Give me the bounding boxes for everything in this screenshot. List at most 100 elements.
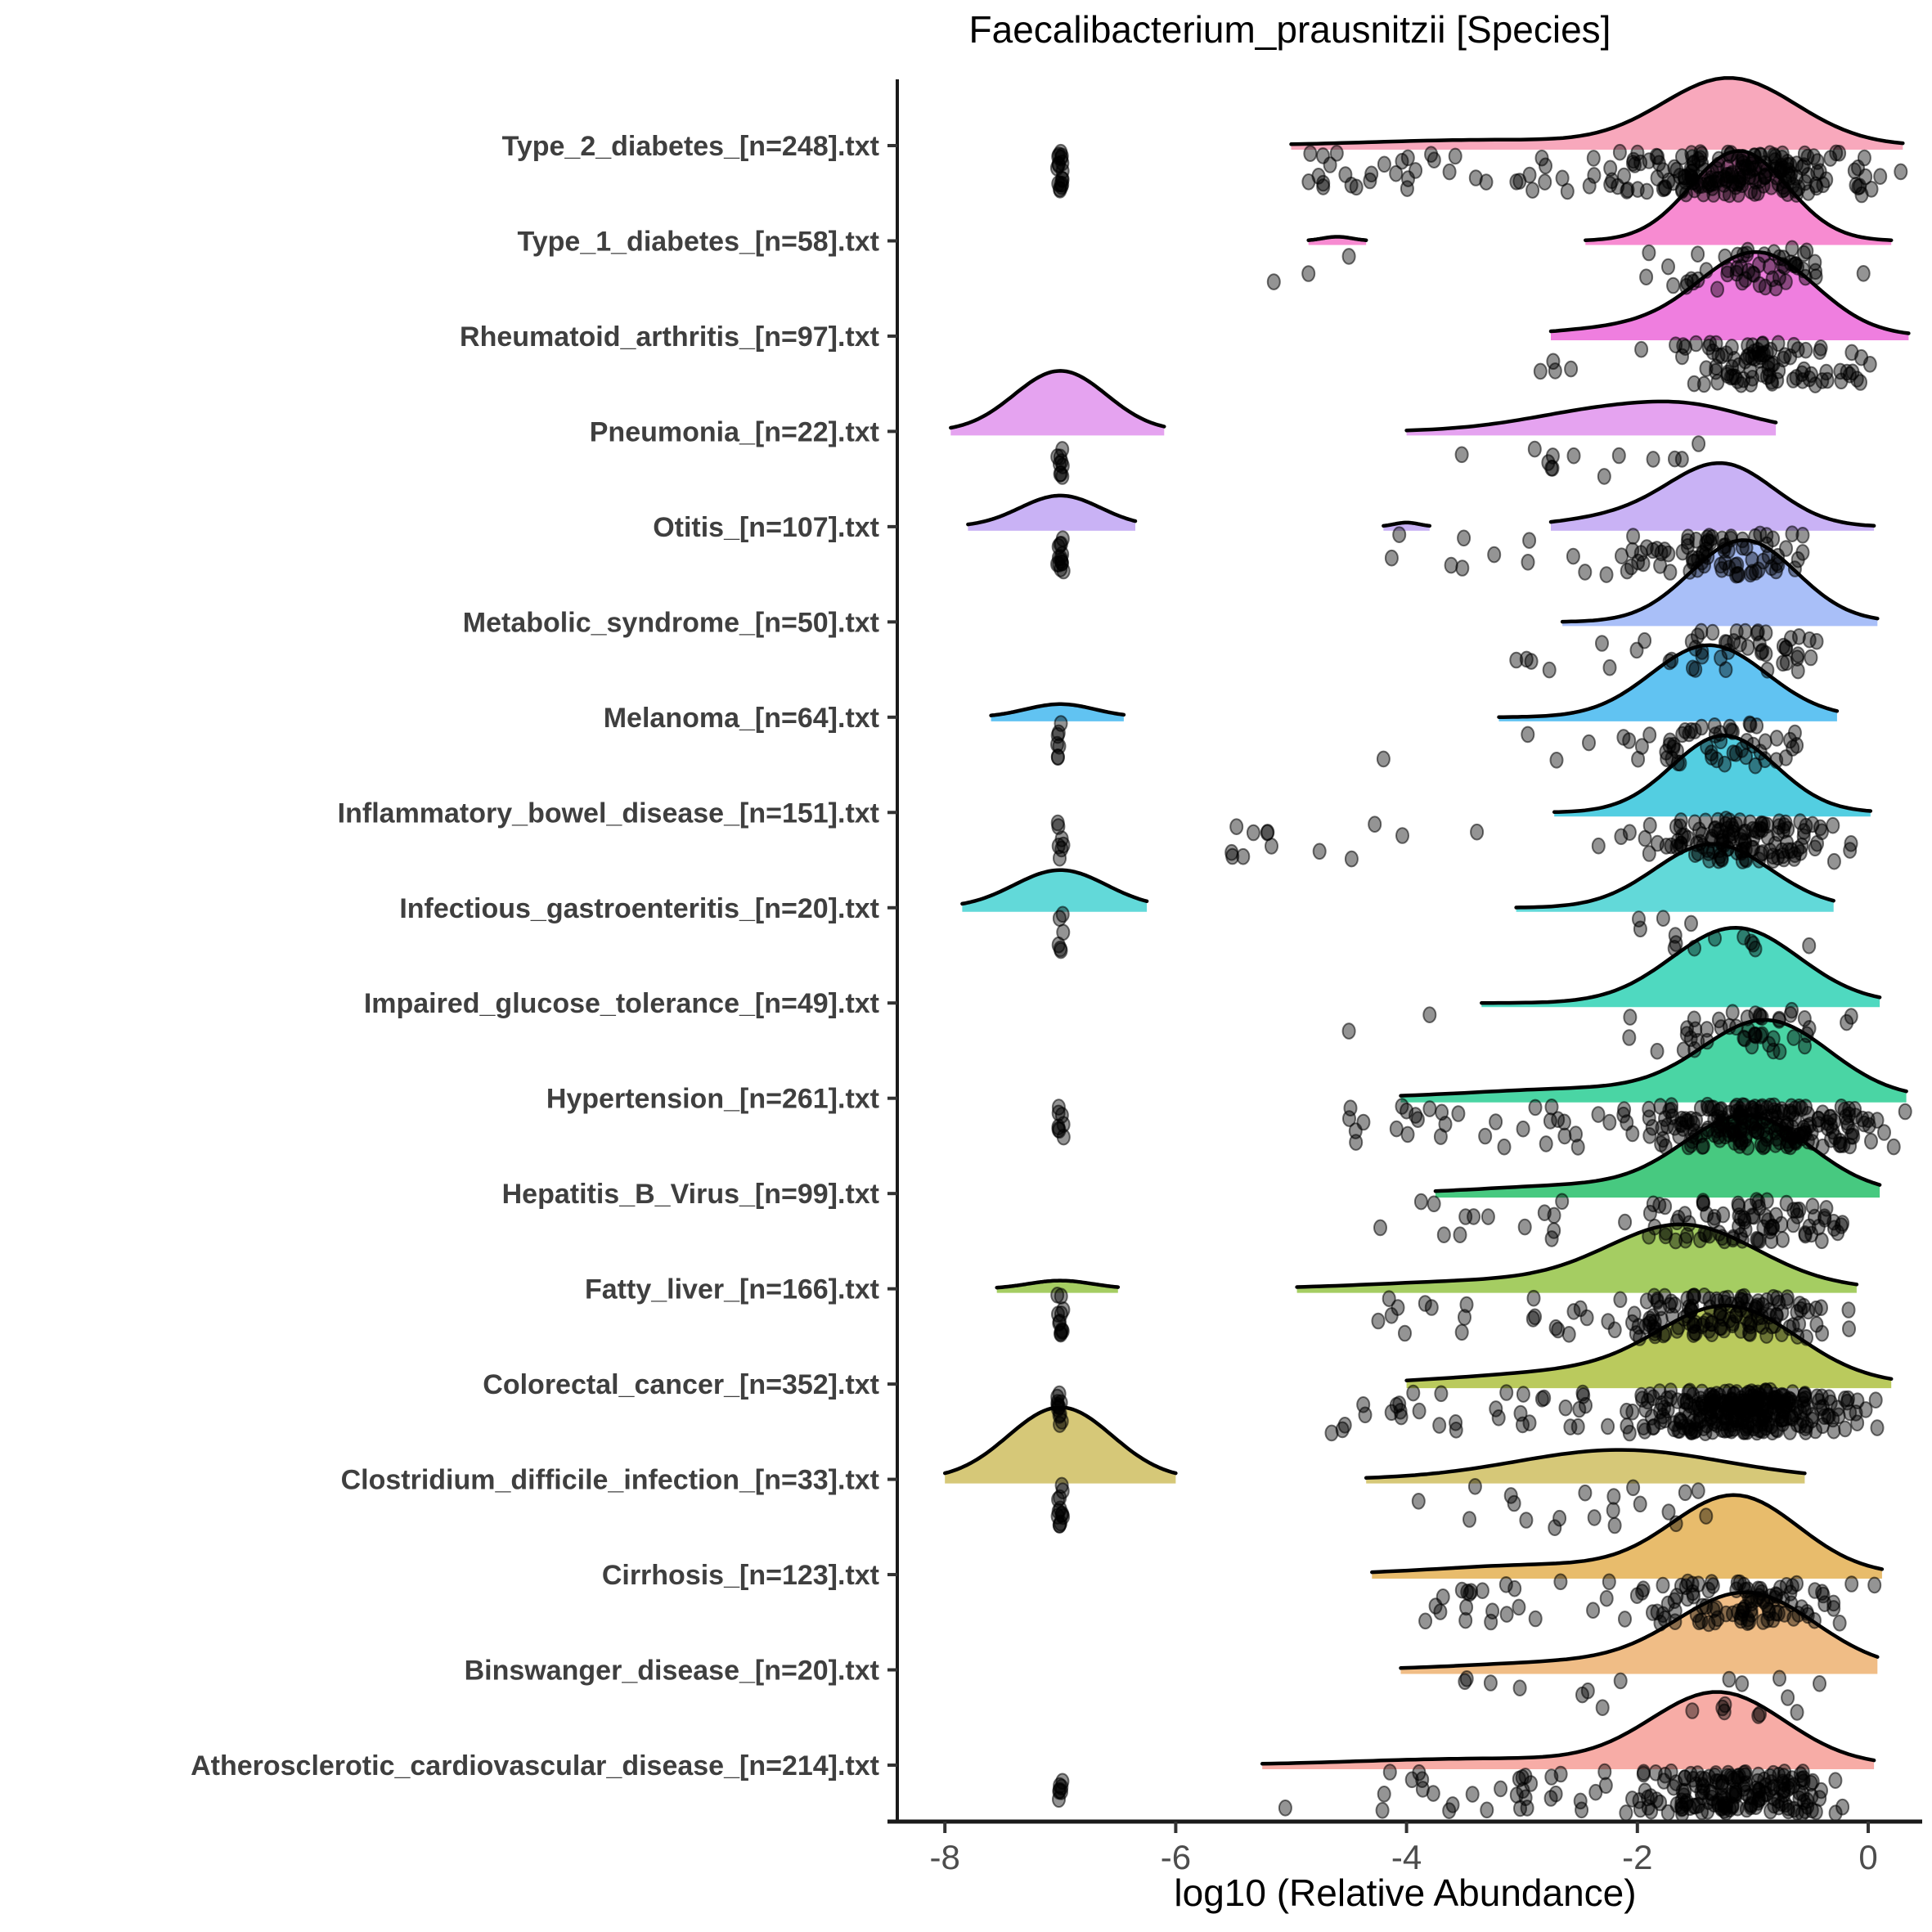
data-point bbox=[1729, 1018, 1744, 1036]
data-point bbox=[1503, 1487, 1518, 1504]
data-point bbox=[1432, 1417, 1447, 1434]
data-point bbox=[1813, 1675, 1826, 1692]
data-point bbox=[1480, 1801, 1494, 1819]
data-point bbox=[1685, 1702, 1700, 1719]
data-point bbox=[1667, 940, 1682, 957]
data-point bbox=[1487, 546, 1502, 564]
data-point bbox=[1778, 640, 1793, 658]
data-point bbox=[1740, 733, 1754, 750]
points-row bbox=[1050, 525, 1810, 584]
data-point bbox=[1578, 1484, 1593, 1502]
data-point bbox=[1835, 1798, 1850, 1816]
data-point bbox=[1642, 152, 1656, 169]
data-point bbox=[1687, 375, 1701, 393]
data-point bbox=[1438, 1116, 1453, 1133]
data-point bbox=[1799, 1026, 1814, 1044]
data-point bbox=[1054, 715, 1068, 732]
data-point bbox=[1491, 1409, 1506, 1427]
data-point bbox=[1692, 1613, 1706, 1631]
ridge-outline bbox=[995, 1278, 1121, 1290]
data-point bbox=[1053, 1416, 1067, 1433]
ridge-fill bbox=[945, 1407, 1176, 1484]
y-axis-label: Hepatitis_B_Virus_[n=99].txt bbox=[502, 1179, 879, 1210]
data-point bbox=[1835, 1215, 1850, 1232]
data-point bbox=[1674, 451, 1689, 468]
data-point bbox=[1665, 1097, 1678, 1114]
data-point bbox=[1053, 465, 1067, 483]
data-point bbox=[1499, 1384, 1514, 1401]
data-point bbox=[1678, 1206, 1692, 1223]
data-point bbox=[1512, 173, 1527, 190]
data-point bbox=[1606, 1488, 1621, 1505]
data-point bbox=[1687, 1040, 1702, 1058]
data-point bbox=[1771, 175, 1786, 192]
points-row bbox=[1052, 1763, 1850, 1822]
data-point bbox=[1622, 732, 1637, 749]
data-point bbox=[1229, 818, 1244, 836]
data-point bbox=[1519, 1512, 1534, 1529]
data-point bbox=[1539, 157, 1552, 175]
data-point bbox=[1467, 1208, 1481, 1225]
data-point bbox=[1741, 1324, 1756, 1341]
data-point bbox=[1054, 1506, 1069, 1524]
data-point bbox=[1348, 1122, 1363, 1139]
data-point bbox=[1786, 1029, 1801, 1046]
data-point bbox=[1769, 1587, 1784, 1604]
data-point bbox=[1737, 833, 1752, 850]
data-point bbox=[1808, 268, 1823, 285]
chart-title: Faecalibacterium_prausnitzii [Species] bbox=[969, 8, 1611, 51]
data-point bbox=[1756, 1592, 1771, 1610]
data-point bbox=[1815, 1324, 1830, 1342]
points-row bbox=[1050, 1287, 1856, 1346]
data-point bbox=[1468, 169, 1483, 186]
data-point bbox=[1054, 453, 1069, 470]
data-point bbox=[1718, 1696, 1732, 1714]
data-point bbox=[1808, 376, 1822, 393]
data-point bbox=[1843, 366, 1857, 384]
data-point bbox=[1558, 1399, 1573, 1417]
ridge-outline bbox=[1399, 1590, 1880, 1670]
data-point bbox=[1475, 1582, 1489, 1599]
data-point bbox=[1714, 1392, 1729, 1410]
data-point bbox=[1750, 1122, 1765, 1140]
data-point bbox=[1555, 169, 1570, 187]
data-point bbox=[1776, 1231, 1790, 1248]
data-point bbox=[1665, 651, 1679, 669]
data-point bbox=[1375, 1802, 1390, 1819]
data-point bbox=[1050, 1287, 1065, 1304]
data-point bbox=[1777, 1606, 1792, 1623]
data-point bbox=[1656, 1576, 1670, 1594]
data-point bbox=[1705, 1577, 1720, 1594]
data-point bbox=[1054, 549, 1068, 567]
data-point bbox=[1601, 1418, 1615, 1436]
data-point bbox=[1371, 1312, 1386, 1330]
points-row bbox=[1051, 1096, 1912, 1156]
data-point bbox=[1478, 1127, 1493, 1145]
data-point bbox=[1669, 1515, 1683, 1533]
data-point bbox=[1638, 1782, 1652, 1799]
points-row bbox=[1418, 1573, 1882, 1633]
data-point bbox=[1681, 1383, 1696, 1401]
data-point bbox=[1329, 145, 1344, 162]
data-point bbox=[1639, 268, 1654, 286]
data-point bbox=[1700, 738, 1714, 756]
data-point bbox=[1688, 1021, 1703, 1039]
data-point bbox=[1777, 160, 1790, 177]
data-point bbox=[1689, 335, 1703, 353]
data-point bbox=[1842, 1320, 1856, 1337]
data-point bbox=[1851, 159, 1865, 177]
data-point bbox=[1738, 1220, 1753, 1238]
data-point bbox=[1549, 752, 1564, 769]
data-point bbox=[1801, 1302, 1816, 1320]
data-point bbox=[1808, 1803, 1823, 1821]
data-point bbox=[1470, 823, 1485, 841]
data-point bbox=[1400, 180, 1414, 197]
data-point bbox=[1454, 1581, 1469, 1599]
data-point bbox=[1697, 1771, 1712, 1788]
data-point bbox=[1465, 1786, 1480, 1803]
data-point bbox=[1519, 650, 1534, 668]
data-point bbox=[1586, 150, 1601, 167]
data-point bbox=[1649, 1791, 1664, 1808]
data-point bbox=[1448, 147, 1462, 165]
